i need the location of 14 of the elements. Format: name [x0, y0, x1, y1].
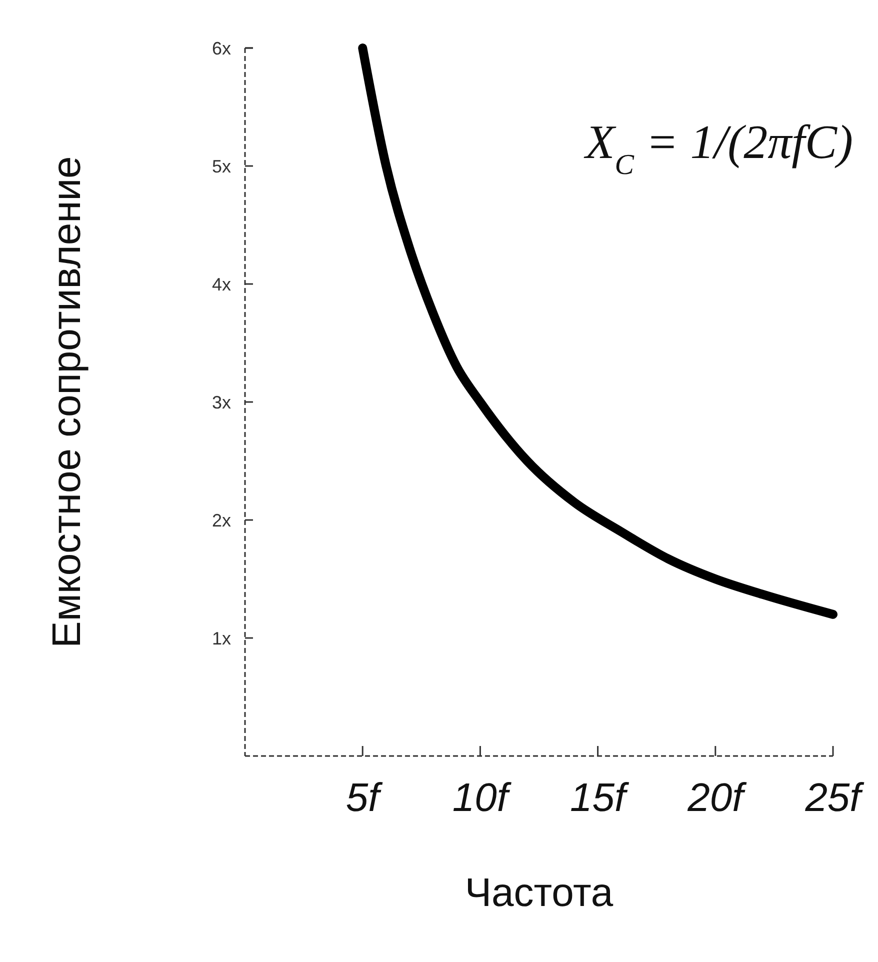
y-tick-label: 1x [212, 628, 231, 648]
x-tick-label: 20f [686, 776, 748, 820]
x-axis-title: Частота [464, 871, 614, 915]
annotation: X$_{C}$ = 1/(2πfC) [583, 116, 853, 181]
y-tick-label: 6x [212, 38, 231, 58]
y-tick-label: 5x [212, 156, 231, 176]
x-tick-label: 25f [804, 776, 865, 820]
x-tick-label: 10f [452, 776, 512, 820]
y-tick-label: 3x [212, 392, 231, 412]
y-axis-title: Емкостное сопротивление [45, 156, 89, 648]
x-tick-label: 5f [346, 776, 384, 820]
y-tick-label: 2x [212, 510, 231, 530]
y-tick-label: 4x [212, 274, 231, 294]
x-tick-label: 15f [570, 776, 630, 820]
